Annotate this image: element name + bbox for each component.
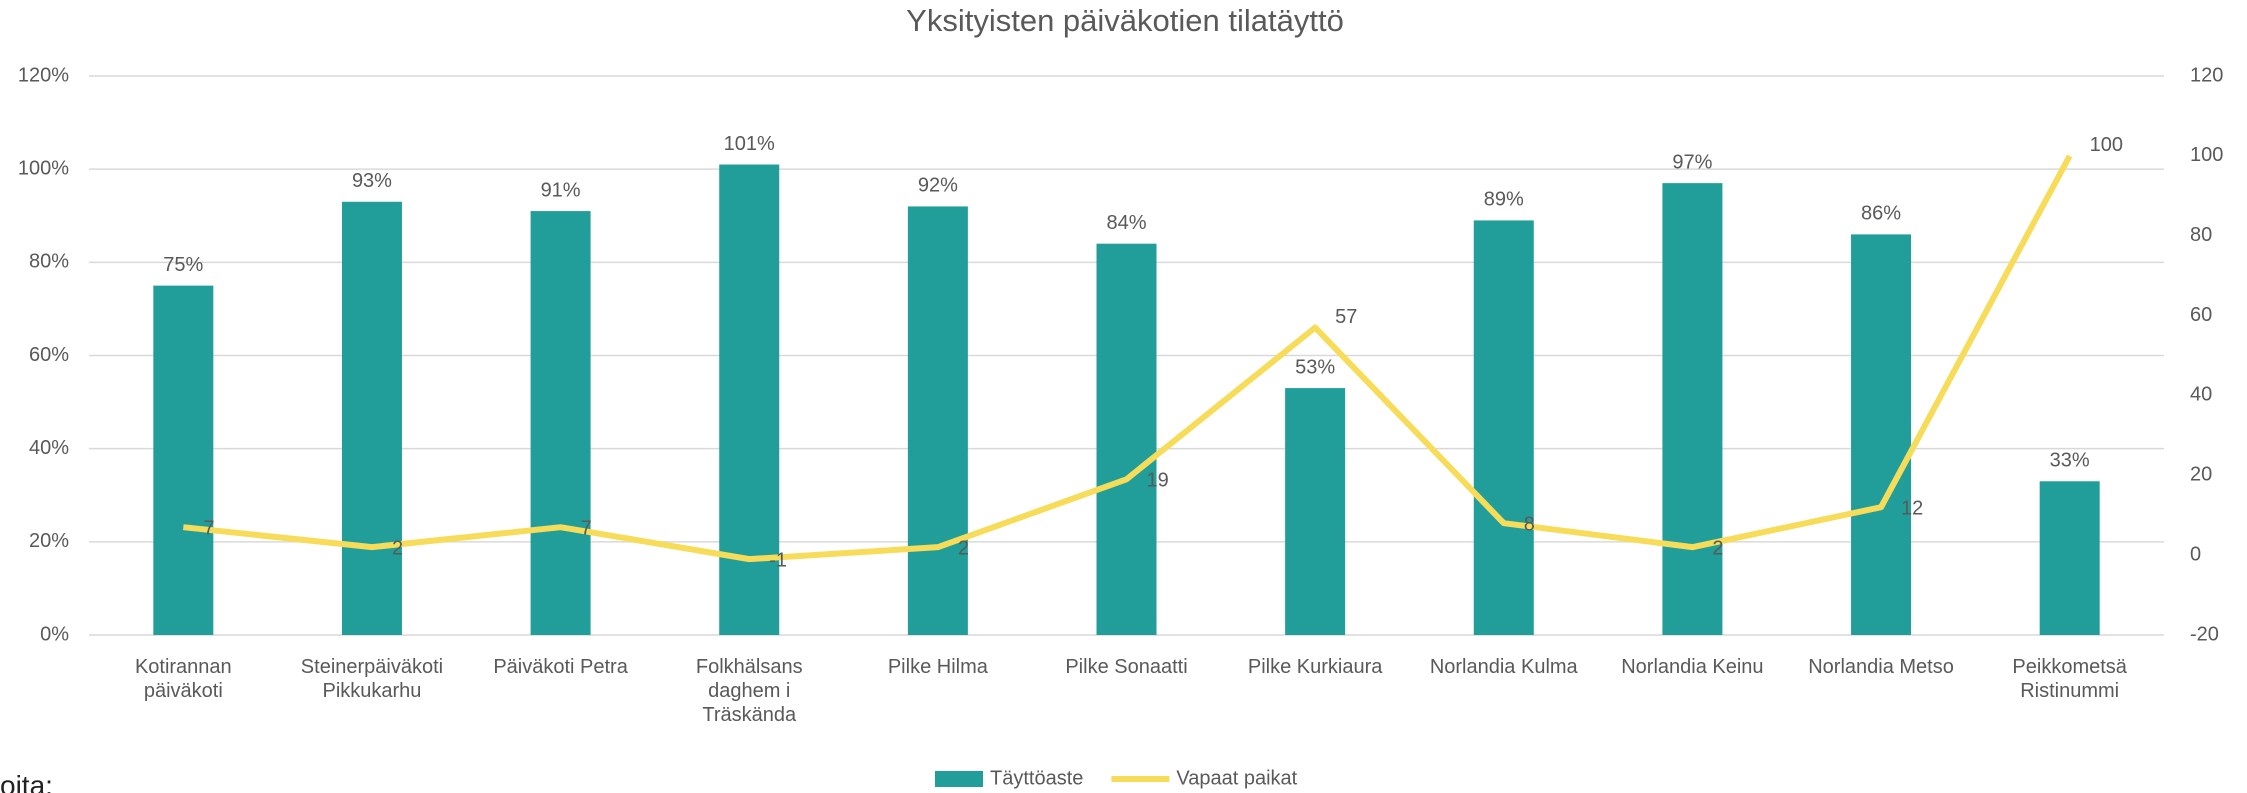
y2-tick-label: 60 — [2190, 304, 2212, 326]
data-label: 97% — [1672, 151, 1712, 173]
x-tick-label: Norlandia Keinu — [1621, 656, 1764, 678]
x-tick-label: Pilke Kurkiaura — [1247, 656, 1383, 678]
x-tick-label: Kotirannan päiväkoti — [134, 656, 232, 702]
bar — [1662, 183, 1723, 635]
y-tick-label: 20% — [29, 530, 69, 552]
data-label: 91% — [541, 179, 581, 201]
data-label: 84% — [1106, 212, 1146, 234]
chart-title: Yksityisten päiväkotien tilatäyttö — [906, 3, 1344, 38]
data-label: 8 — [1524, 513, 1535, 535]
x-tick-label: Pilke Hilma — [887, 656, 988, 678]
x-tick-label: Peikkometsä Ristinummi — [2012, 656, 2127, 702]
legend-label: Vapaat paikat — [1176, 767, 1297, 789]
bar — [1096, 243, 1157, 635]
bar — [1473, 220, 1534, 636]
y-tick-label: 0% — [40, 623, 69, 645]
footer-text: oita: — [0, 770, 53, 793]
y-tick-label: 80% — [29, 251, 69, 273]
x-tick-label: Norlandia Metso — [1808, 656, 1954, 678]
y2-tick-label: 0 — [2190, 543, 2201, 565]
y2-tick-label: -20 — [2190, 623, 2219, 645]
x-tick-label: Folkhälsans daghem i Träskända — [695, 656, 803, 726]
bar — [153, 285, 214, 635]
data-label: 7 — [581, 517, 592, 539]
y-tick-label: 100% — [18, 157, 69, 179]
bar — [907, 206, 968, 635]
bar — [341, 201, 402, 635]
data-label: 53% — [1295, 356, 1335, 378]
y2-tick-label: 20 — [2190, 464, 2212, 486]
y2-tick-label: 100 — [2190, 144, 2223, 166]
bar — [2039, 481, 2100, 635]
data-label: 19 — [1147, 470, 1169, 492]
data-label: 57 — [1335, 306, 1357, 328]
data-label: 86% — [1861, 203, 1901, 225]
bar — [1285, 388, 1346, 635]
y-tick-label: 60% — [29, 344, 69, 366]
data-label: 2 — [392, 537, 403, 559]
bar — [1851, 234, 1912, 635]
data-label: 92% — [918, 175, 958, 197]
data-label: 2 — [1712, 537, 1723, 559]
data-label: 2 — [958, 537, 969, 559]
x-tick-label: Pilke Sonaatti — [1065, 656, 1188, 678]
data-label: 75% — [163, 254, 203, 276]
line — [183, 154, 2073, 563]
data-label: 93% — [352, 170, 392, 192]
data-label: 33% — [2050, 450, 2090, 472]
y-tick-label: 120% — [18, 64, 69, 86]
data-label: 12 — [1901, 498, 1923, 520]
legend-swatch — [935, 771, 983, 787]
x-tick-label: Steinerpäiväkoti Pikkukarhu — [300, 656, 444, 702]
y2-tick-label: 80 — [2190, 224, 2212, 246]
data-label: 7 — [203, 517, 214, 539]
data-label: -1 — [769, 549, 787, 571]
y2-tick-label: 120 — [2190, 64, 2223, 86]
legend-label: Täyttöaste — [990, 767, 1083, 789]
y2-tick-label: 40 — [2190, 384, 2212, 406]
x-tick-label: Norlandia Kulma — [1429, 656, 1578, 678]
x-tick-label: Päiväkoti Petra — [493, 656, 628, 678]
data-label: 89% — [1484, 189, 1524, 211]
bar — [530, 211, 591, 635]
data-label: 101% — [724, 133, 775, 155]
data-label: 100 — [2090, 134, 2123, 156]
y-tick-label: 40% — [29, 437, 69, 459]
